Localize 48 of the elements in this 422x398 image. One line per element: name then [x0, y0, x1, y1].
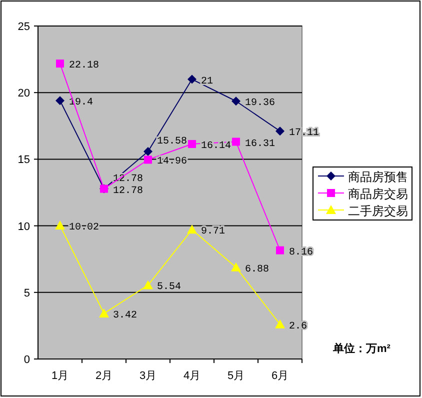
data-label: 6.88 — [245, 264, 270, 276]
point — [232, 138, 240, 146]
data-label: 10.02 — [69, 222, 100, 234]
y-tick-label: 15 — [18, 154, 30, 166]
data-label: 19.36 — [245, 98, 276, 110]
x-tick-label: 5月 — [227, 370, 245, 382]
y-tick-label: 20 — [18, 88, 30, 100]
point — [276, 126, 284, 136]
point — [144, 156, 152, 164]
point — [275, 319, 285, 328]
text: 单位：万m² — [332, 342, 391, 355]
legend-label: 二手房交易 — [348, 204, 408, 218]
x-tick-label: 4月 — [183, 370, 201, 382]
point — [231, 262, 241, 272]
data-label: 3.42 — [113, 310, 138, 322]
data-label: 16.14 — [201, 141, 232, 152]
point — [143, 280, 153, 290]
point — [55, 220, 65, 230]
x-tick-label: 1月 — [51, 370, 69, 382]
point — [232, 96, 240, 106]
data-label: 15.58 — [157, 136, 188, 148]
point — [187, 224, 197, 234]
data-label: 12.78 — [113, 186, 144, 197]
point — [188, 140, 196, 148]
data-label: 2.6 — [289, 321, 308, 332]
data-label: 17.11 — [289, 128, 320, 140]
y-tick-label: 25 — [18, 21, 30, 33]
data-label: 21 — [201, 76, 214, 88]
legend-label: 商品房预售 — [348, 170, 408, 184]
x-tick-label: 6月 — [271, 370, 289, 382]
x-tick-label: 3月 — [139, 370, 157, 382]
point — [99, 308, 109, 318]
x-tick-label: 2月 — [95, 370, 113, 382]
data-label: 9.71 — [201, 226, 226, 238]
legend-label: 商品房交易 — [348, 187, 408, 201]
data-label: 14.96 — [157, 156, 188, 168]
point — [188, 74, 196, 84]
data-label: 22.18 — [69, 60, 100, 72]
data-label: 5.54 — [157, 282, 182, 294]
data-label: 16.31 — [245, 138, 276, 150]
point — [56, 96, 64, 106]
point — [56, 60, 64, 68]
point — [276, 246, 284, 254]
y-tick-label: 10 — [18, 220, 30, 233]
y-tick-label: 0 — [24, 354, 30, 366]
y-tick-label: 5 — [24, 287, 30, 300]
point — [144, 146, 152, 156]
data-label: 8.16 — [289, 247, 314, 258]
